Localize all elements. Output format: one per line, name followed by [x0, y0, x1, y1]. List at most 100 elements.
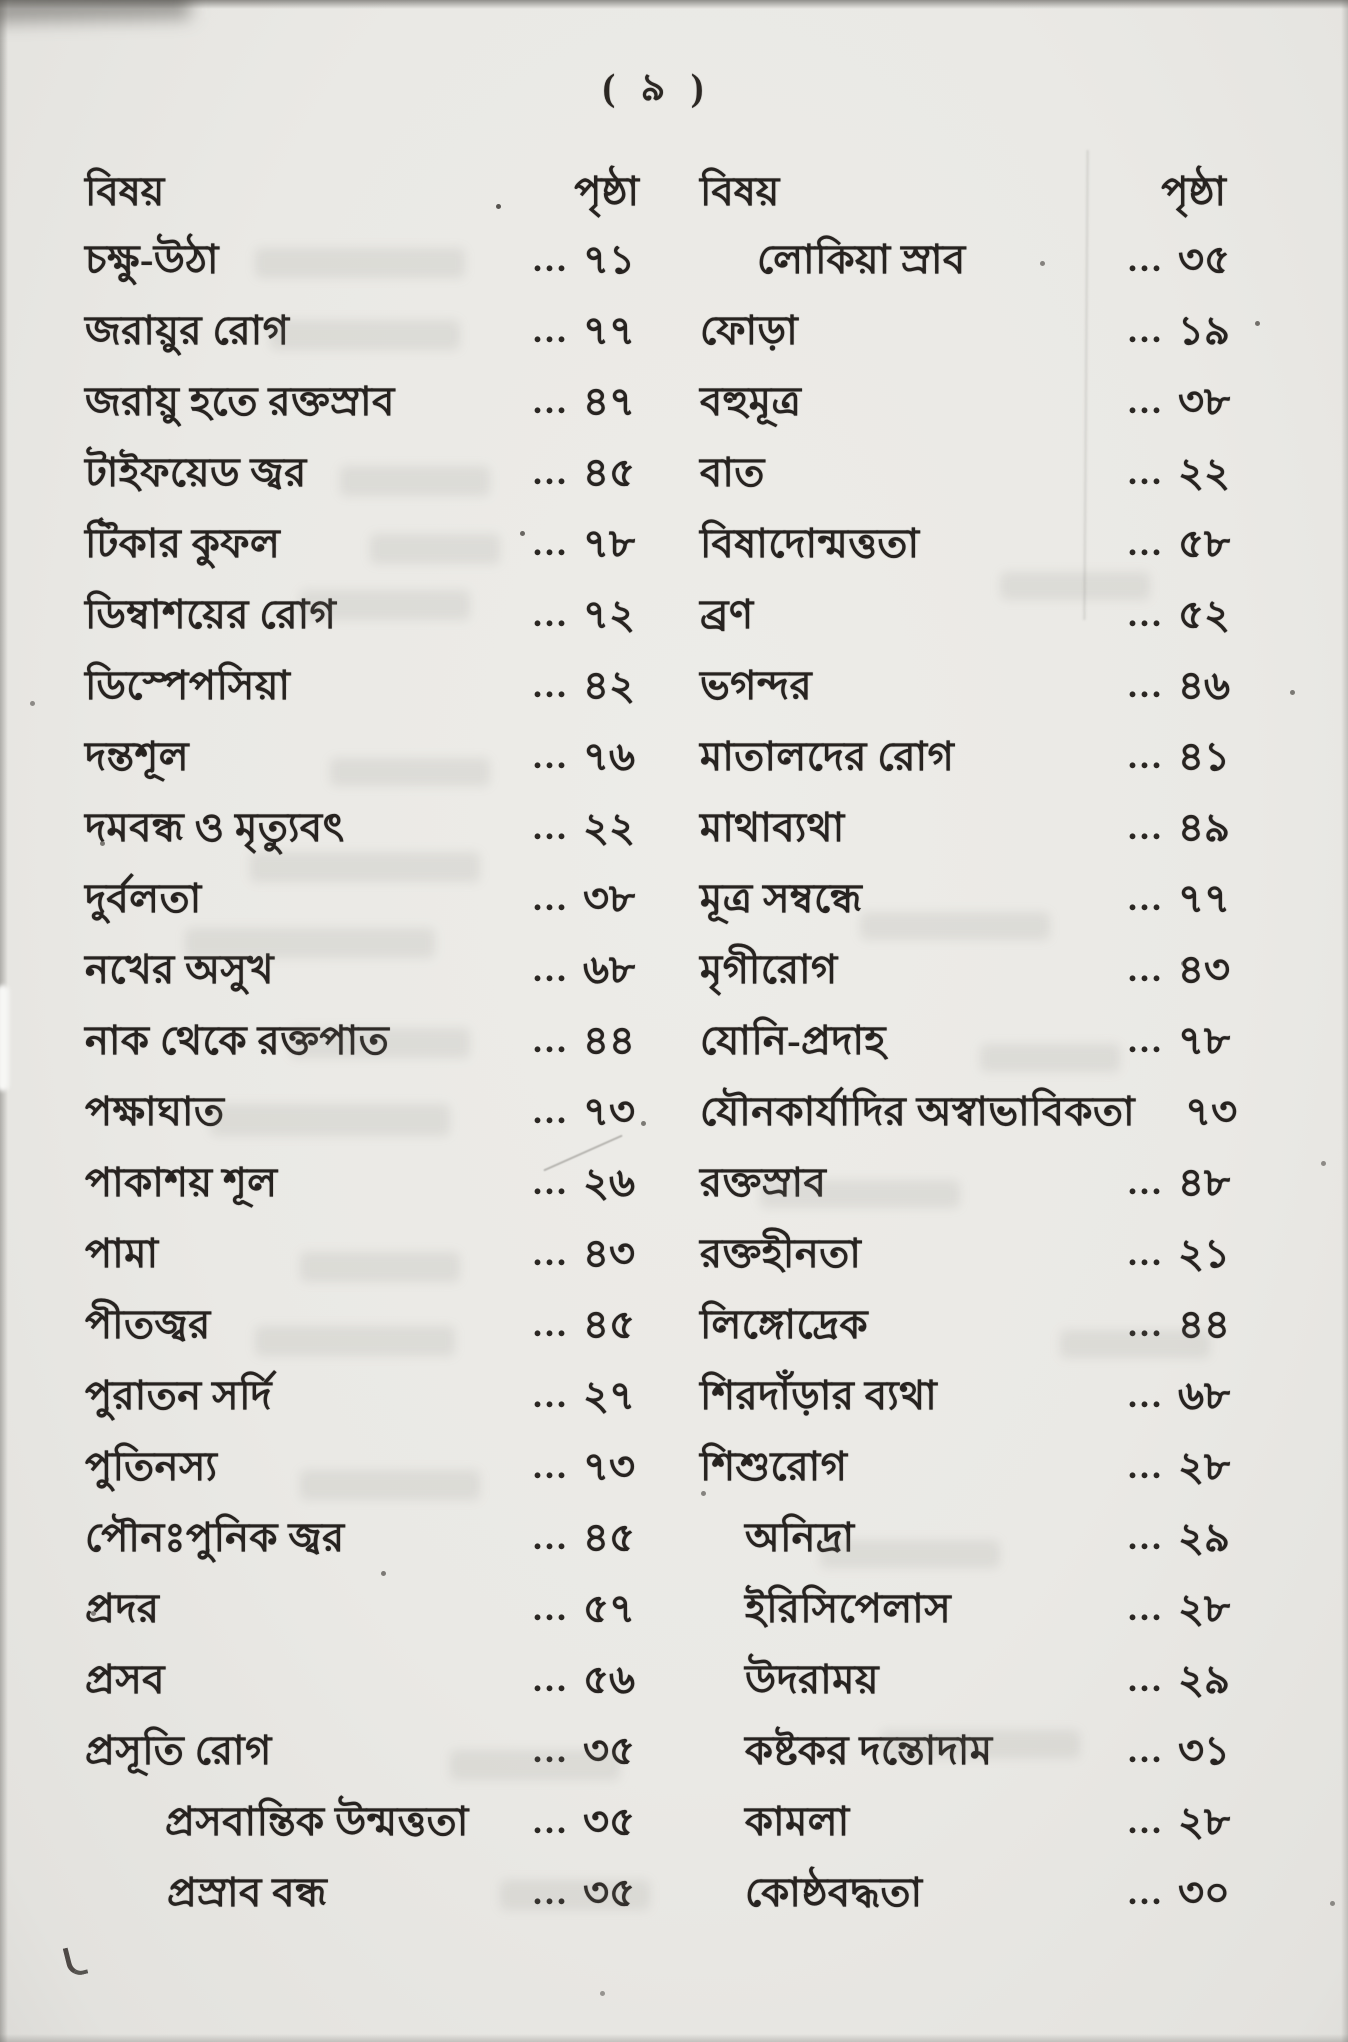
leader-dots: ...: [533, 593, 569, 634]
leader-dots: ...: [533, 1516, 569, 1557]
toc-row: রক্তস্রাব... ৪৮: [700, 1149, 1242, 1220]
toc-row: জরায়ু হতে রক্তস্রাব... ৪৭: [85, 368, 647, 439]
leader-dots: ...: [533, 1161, 569, 1202]
toc-entry-label: ফোড়া: [700, 308, 799, 353]
toc-row: ডিস্পেপসিয়া... ৪২: [85, 652, 647, 723]
toc-entry-list: লোকিয়া স্রাব... ৩৫ ফোড়া... ১৯ বহুমূত্র... ৩…: [700, 226, 1242, 1930]
toc-entry-label: জরায়ু হতে রক্তস্রাব: [85, 379, 395, 424]
toc-entry-label: পামা: [85, 1231, 159, 1276]
leader-dots: ...: [1128, 1374, 1164, 1415]
leader-dots: ...: [1128, 593, 1164, 634]
toc-entry-page-number: ৭২: [583, 592, 636, 637]
toc-row: কষ্টকর দন্তোদাম... ৩১: [700, 1717, 1242, 1788]
leader-dots: ...: [533, 522, 569, 563]
leader-dots: ...: [1128, 735, 1164, 776]
toc-row: টিকার কুফল... ৭৮: [85, 510, 647, 581]
toc-row: মাতালদের রোগ... ৪১: [700, 723, 1242, 794]
scan-noise-specks: [0, 0, 3, 3]
toc-entry-label: প্রসবান্তিক উন্মত্ততা: [165, 1799, 469, 1844]
toc-entry-page-number: ৬৮: [1178, 1373, 1230, 1418]
toc-entry-page-number: ৪৭: [583, 379, 635, 424]
toc-entry-label: রক্তস্রাব: [700, 1160, 827, 1205]
toc-row: মৃগীরোগ... ৪৩: [700, 936, 1242, 1007]
toc-row: কোষ্ঠবদ্ধতা... ৩০: [700, 1859, 1242, 1930]
toc-entry-label: ডিস্পেপসিয়া: [85, 663, 291, 708]
toc-row: দমবন্ধ ও মৃত্যুবৎ... ২২: [85, 794, 647, 865]
toc-entry-label: পুতিনস্য: [85, 1444, 218, 1489]
toc-entry-page-number: ২৮: [1178, 1444, 1230, 1489]
leader-dots: ...: [1128, 948, 1164, 989]
scan-edge-shadow: [0, 0, 1348, 9]
toc-entry-page-number: ৪৫: [583, 450, 635, 495]
toc-entry-page-number: ৪৫: [583, 1302, 635, 1347]
leader-dots: ...: [1128, 238, 1164, 279]
toc-entry-label: উদরাময়: [745, 1657, 880, 1702]
toc-entry-page-number: ২৯: [1178, 1515, 1230, 1560]
toc-entry-page-number: ৪৯: [1178, 805, 1230, 850]
toc-row: প্রস্রাব বন্ধ... ৩৫: [85, 1859, 647, 1930]
leader-dots: ...: [1128, 664, 1164, 705]
toc-row: মাথাব্যথা... ৪৯: [700, 794, 1242, 865]
page-header-label: পৃষ্ঠা: [574, 169, 639, 214]
toc-row: লিঙ্গোদ্রেক... ৪৪: [700, 1291, 1242, 1362]
toc-entry-label: ডিম্বাশয়ের রোগ: [85, 592, 337, 637]
toc-row: পৌনঃপুনিক জ্বর... ৪৫: [85, 1504, 647, 1575]
toc-row: যৌনকার্যাদির অস্বাভাবিকতা...৭৩: [700, 1078, 1242, 1149]
toc-entry-label: ব্রণ: [700, 592, 754, 637]
toc-entry-label: রক্তহীনতা: [700, 1231, 862, 1276]
toc-entry-label: পৌনঃপুনিক জ্বর: [85, 1515, 345, 1560]
leader-dots: ...: [533, 1303, 569, 1344]
leader-dots: ...: [1128, 1019, 1164, 1060]
toc-row: রক্তহীনতা... ২১: [700, 1220, 1242, 1291]
leader-dots: ...: [1128, 380, 1164, 421]
leader-dots: ...: [533, 735, 569, 776]
toc-entry-page-number: ২৭: [583, 1373, 636, 1418]
toc-entry-page-number: ৩৮: [1178, 379, 1230, 424]
leader-dots: ...: [533, 380, 569, 421]
stray-ink-mark: [62, 1944, 89, 1978]
toc-entry-page-number: ৬৮: [583, 947, 635, 992]
toc-row: পীতজ্বর... ৪৫: [85, 1291, 647, 1362]
toc-column-right: বিষয় পৃষ্ঠা লোকিয়া স্রাব... ৩৫ ফোড়া... ১…: [700, 160, 1242, 1915]
toc-entry-label: বিষাদোন্মত্ততা: [700, 521, 920, 566]
leader-dots: ...: [533, 1090, 569, 1131]
toc-entry-page-number: ৪৬: [1178, 663, 1230, 708]
toc-column-left: বিষয় পৃষ্ঠা চক্ষু-উঠা... ৭১ জরায়ুর রোগ..…: [85, 160, 647, 1915]
leader-dots: ...: [533, 1445, 569, 1486]
leader-dots: ...: [533, 1800, 569, 1841]
toc-entry-label: জরায়ুর রোগ: [85, 308, 290, 353]
toc-entry-page-number: ২১: [1178, 1231, 1230, 1276]
toc-entry-label: লিঙ্গোদ্রেক: [700, 1302, 869, 1347]
leader-dots: ...: [1128, 451, 1164, 492]
leader-dots: ...: [1128, 1871, 1164, 1912]
toc-row: পাকাশয় শূল... ২৬: [85, 1149, 647, 1220]
toc-row: অনিদ্রা... ২৯: [700, 1504, 1242, 1575]
toc-entry-label: দন্তশূল: [85, 734, 190, 779]
toc-entry-label: টিকার কুফল: [85, 521, 281, 566]
leader-dots: ...: [1128, 806, 1164, 847]
toc-entry-label: কোষ্ঠবদ্ধতা: [745, 1870, 923, 1915]
toc-entry-label: বাত: [700, 450, 765, 495]
toc-entry-label: নাক থেকে রক্তপাত: [85, 1018, 390, 1063]
toc-entry-page-number: ২৯: [1178, 1657, 1230, 1702]
leader-dots: ...: [533, 238, 569, 279]
leader-dots: ...: [1128, 522, 1164, 563]
toc-row: প্রসব... ৫৬: [85, 1646, 647, 1717]
toc-entry-page-number: ৪৩: [1178, 947, 1230, 992]
page-fold-notch: [0, 985, 9, 1091]
leader-dots: ...: [533, 1019, 569, 1060]
toc-entry-page-number: ৩৫: [1178, 237, 1230, 282]
toc-entry-label: কামলা: [745, 1799, 850, 1844]
leader-dots: ...: [1128, 1800, 1164, 1841]
toc-entry-label: প্রদর: [85, 1586, 160, 1631]
toc-row: চক্ষু-উঠা... ৭১: [85, 226, 647, 297]
leader-dots: ...: [533, 948, 569, 989]
toc-entry-page-number: ৭১: [583, 237, 635, 282]
scan-edge-shadow: [0, 0, 8, 2042]
toc-row: দুর্বলতা... ৩৮: [85, 865, 647, 936]
page-header-label: পৃষ্ঠা: [1161, 169, 1226, 214]
toc-entry-label: পীতজ্বর: [85, 1302, 211, 1347]
leader-dots: ...: [533, 1374, 569, 1415]
toc-entry-label: নখের অসুখ: [85, 947, 275, 992]
leader-dots: ...: [1128, 309, 1164, 350]
